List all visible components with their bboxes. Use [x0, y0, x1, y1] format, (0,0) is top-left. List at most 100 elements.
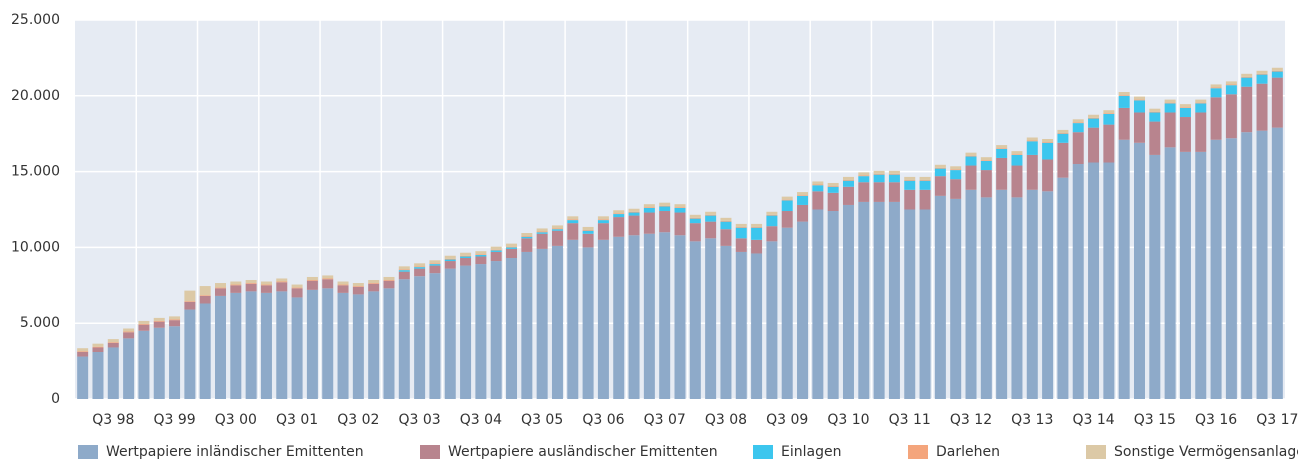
bar-segment — [965, 189, 977, 399]
bar-segment — [643, 204, 655, 208]
x-tick-label: Q3 11 — [889, 412, 931, 428]
bar-segment — [582, 230, 594, 234]
bar-segment — [567, 220, 579, 224]
bar-segment — [888, 201, 900, 399]
bar-segment — [643, 233, 655, 399]
bar-segment — [766, 241, 778, 399]
bar-segment — [720, 221, 732, 230]
bar-segment — [904, 179, 916, 181]
bar-segment — [306, 279, 318, 281]
x-tick-label: Q3 01 — [276, 412, 318, 428]
bar-segment — [490, 249, 502, 251]
bar-segment — [1011, 154, 1023, 166]
bar-segment — [1179, 117, 1191, 152]
bar-segment — [169, 316, 181, 320]
bar-segment — [919, 180, 931, 190]
bar-segment — [996, 145, 1008, 149]
bar-segment — [184, 290, 196, 302]
bar-segment — [199, 295, 211, 296]
bar-segment — [720, 217, 732, 221]
bar-segment — [1195, 103, 1207, 113]
y-tick-label: 25.000 — [11, 12, 60, 28]
bar-segment — [919, 189, 931, 210]
bar-segment — [766, 215, 778, 227]
bar-segment — [337, 292, 349, 399]
bar-segment — [337, 281, 349, 285]
bar-segment — [444, 261, 456, 269]
bar-segment — [628, 208, 640, 212]
bar-segment — [735, 223, 747, 227]
legend-swatch — [420, 445, 440, 459]
bar-segment — [230, 285, 242, 293]
x-tick-label: Q3 05 — [521, 412, 563, 428]
bar-segment — [260, 284, 272, 286]
bar-segment — [1026, 141, 1038, 155]
bar-segment — [597, 216, 609, 220]
bar-segment — [276, 281, 288, 283]
bar-segment — [1149, 154, 1161, 399]
bar-segment — [674, 235, 686, 399]
bar-segment — [842, 204, 854, 399]
bar-segment — [781, 196, 793, 200]
bar-segment — [490, 246, 502, 250]
bar-segment — [1011, 151, 1023, 155]
bar-segment — [460, 252, 472, 256]
bar-segment — [551, 228, 563, 230]
bar-segment — [245, 279, 257, 284]
bar-segment — [1164, 99, 1176, 103]
bar-segment — [766, 226, 778, 242]
bar-segment — [904, 189, 916, 210]
bar-segment — [1271, 77, 1283, 128]
bar-segment — [1042, 142, 1054, 143]
bar-segment — [414, 267, 426, 269]
bar-segment — [245, 291, 257, 399]
bar-segment — [107, 342, 119, 348]
bar-segment — [1011, 197, 1023, 399]
bar-segment — [720, 229, 732, 246]
bar-segment — [521, 238, 533, 252]
bar-segment — [1057, 177, 1069, 399]
bar-segment — [383, 279, 395, 281]
bar-segment — [460, 258, 472, 266]
bar-segment — [1088, 114, 1100, 118]
bar-segment — [1103, 162, 1115, 399]
bar-segment — [490, 261, 502, 399]
bar-segment — [873, 182, 885, 202]
bar-segment — [797, 221, 809, 399]
bar-segment — [965, 165, 977, 190]
bar-segment — [460, 256, 472, 259]
bar-segment — [153, 317, 165, 321]
bar-segment — [123, 338, 135, 399]
bar-segment — [1072, 132, 1084, 165]
bar-segment — [460, 265, 472, 399]
bar-segment — [705, 221, 717, 239]
bar-segment — [582, 233, 594, 248]
y-tick-label: 0 — [51, 391, 60, 407]
bar-segment — [169, 320, 181, 327]
bar-segment — [1011, 154, 1023, 155]
bar-segment — [1210, 139, 1222, 400]
bar-segment — [904, 180, 916, 190]
bar-segment — [659, 206, 671, 212]
bar-segment — [1225, 85, 1237, 95]
bar-segment — [582, 229, 594, 231]
bar-segment — [1088, 117, 1100, 119]
bar-segment — [1072, 119, 1084, 123]
bar-segment — [766, 214, 778, 216]
bar-segment — [858, 176, 870, 183]
x-tick-label: Q3 07 — [644, 412, 686, 428]
bar-segment — [1210, 88, 1222, 98]
bar-segment — [352, 283, 364, 287]
bar-segment — [751, 239, 763, 254]
bar-segment — [92, 352, 104, 399]
bar-segment — [888, 174, 900, 183]
bar-segment — [643, 212, 655, 234]
x-tick-label: Q3 98 — [92, 412, 134, 428]
legend-label: Sonstige Vermögensanlagen — [1114, 444, 1298, 460]
bar-segment — [1195, 112, 1207, 152]
bar-segment — [842, 186, 854, 205]
bar-segment — [659, 202, 671, 206]
bar-segment — [1164, 103, 1176, 113]
bar-segment — [1026, 154, 1038, 190]
